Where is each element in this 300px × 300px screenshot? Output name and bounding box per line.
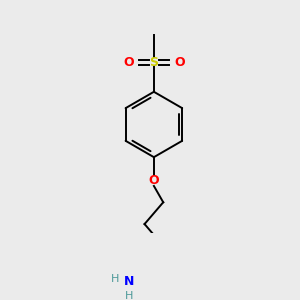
Text: O: O	[174, 56, 185, 69]
Text: S: S	[149, 56, 158, 69]
Text: H: H	[111, 274, 119, 284]
Text: O: O	[123, 56, 134, 69]
Text: H: H	[125, 291, 133, 300]
Text: N: N	[124, 275, 134, 288]
Text: O: O	[148, 174, 159, 187]
